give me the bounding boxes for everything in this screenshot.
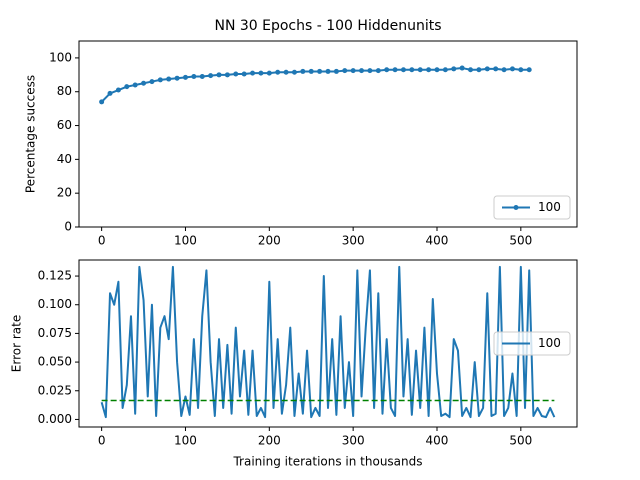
data-point (107, 90, 113, 96)
data-point (333, 68, 339, 74)
data-point (317, 68, 323, 74)
data-point (174, 75, 180, 81)
data-point (224, 72, 230, 78)
data-point (484, 66, 490, 72)
y-tick-label: 20 (57, 186, 72, 200)
data-point (526, 67, 532, 73)
x-tick-label: 500 (509, 234, 532, 248)
data-line (100, 265, 556, 419)
data-point (518, 67, 524, 73)
data-point (392, 67, 398, 73)
y-tick-label: 60 (57, 118, 72, 132)
data-point (426, 67, 432, 73)
x-tick-label: 200 (258, 234, 281, 248)
data-point (199, 74, 205, 80)
y-axis-label: Error rate (10, 315, 24, 372)
x-tick-label: 100 (174, 234, 197, 248)
data-point (493, 66, 499, 72)
x-tick-label: 100 (174, 434, 197, 448)
data-point (300, 68, 306, 74)
data-point (409, 67, 415, 73)
data-point (308, 68, 314, 74)
data-point (375, 68, 381, 74)
data-point (149, 79, 155, 85)
legend-label: 100 (538, 336, 561, 350)
data-point (208, 73, 214, 79)
data-point (417, 67, 423, 73)
data-point (359, 68, 365, 74)
legend-label: 100 (538, 200, 561, 214)
data-point (132, 82, 138, 88)
data-point (476, 67, 482, 73)
x-tick-label: 400 (426, 434, 449, 448)
plot-frame (78, 259, 578, 428)
y-tick-label: 80 (57, 84, 72, 98)
data-line (100, 67, 530, 103)
data-point (442, 67, 448, 73)
data-point (182, 74, 188, 80)
data-point (367, 68, 373, 74)
data-point (342, 68, 348, 74)
x-tick-label: 300 (342, 234, 365, 248)
legend: 100 (493, 331, 571, 356)
legend-box (493, 331, 571, 356)
data-point (350, 68, 356, 74)
data-point (216, 72, 222, 78)
x-tick-label: 200 (258, 434, 281, 448)
data-point (275, 69, 281, 75)
y-tick-label: 0.075 (38, 326, 72, 340)
data-point (501, 67, 507, 73)
x-tick-label: 0 (98, 434, 106, 448)
data-point (141, 80, 147, 86)
data-point (258, 70, 264, 76)
data-point (99, 99, 105, 105)
data-point (283, 69, 289, 75)
data-point (384, 67, 390, 73)
data-point (115, 87, 121, 93)
data-point (241, 71, 247, 77)
legend-marker (513, 205, 519, 210)
x-axis-label: Training iterations in thousands (232, 455, 422, 469)
data-point (434, 67, 440, 73)
plot-frame (78, 40, 578, 228)
data-point (400, 67, 406, 73)
data-point (233, 71, 239, 77)
data-point (325, 68, 331, 74)
y-tick-label: 40 (57, 152, 72, 166)
y-tick-label: 100 (49, 50, 72, 64)
legend-box (493, 195, 571, 220)
data-point (157, 77, 163, 83)
legend: 100 (493, 195, 571, 220)
y-tick-label: 0 (64, 220, 72, 234)
y-tick-label: 0.000 (38, 412, 72, 426)
y-tick-label: 0.050 (38, 355, 72, 369)
chart-title: NN 30 Epochs - 100 Hiddenunits (214, 18, 441, 34)
data-point (250, 70, 256, 76)
x-tick-label: 400 (426, 234, 449, 248)
x-tick-label: 500 (509, 434, 532, 448)
data-point (291, 69, 297, 75)
y-tick-label: 0.125 (38, 269, 72, 283)
data-point (191, 74, 197, 80)
data-point (451, 66, 457, 72)
x-tick-label: 300 (342, 434, 365, 448)
data-point (459, 65, 465, 71)
x-tick-label: 0 (98, 234, 106, 248)
data-point (509, 66, 515, 72)
data-point (266, 70, 272, 76)
y-tick-label: 0.100 (38, 297, 72, 311)
data-point (468, 67, 474, 73)
y-tick-label: 0.025 (38, 383, 72, 397)
data-point (166, 76, 172, 82)
data-point (124, 84, 130, 90)
y-axis-label: Percentage success (24, 75, 38, 193)
